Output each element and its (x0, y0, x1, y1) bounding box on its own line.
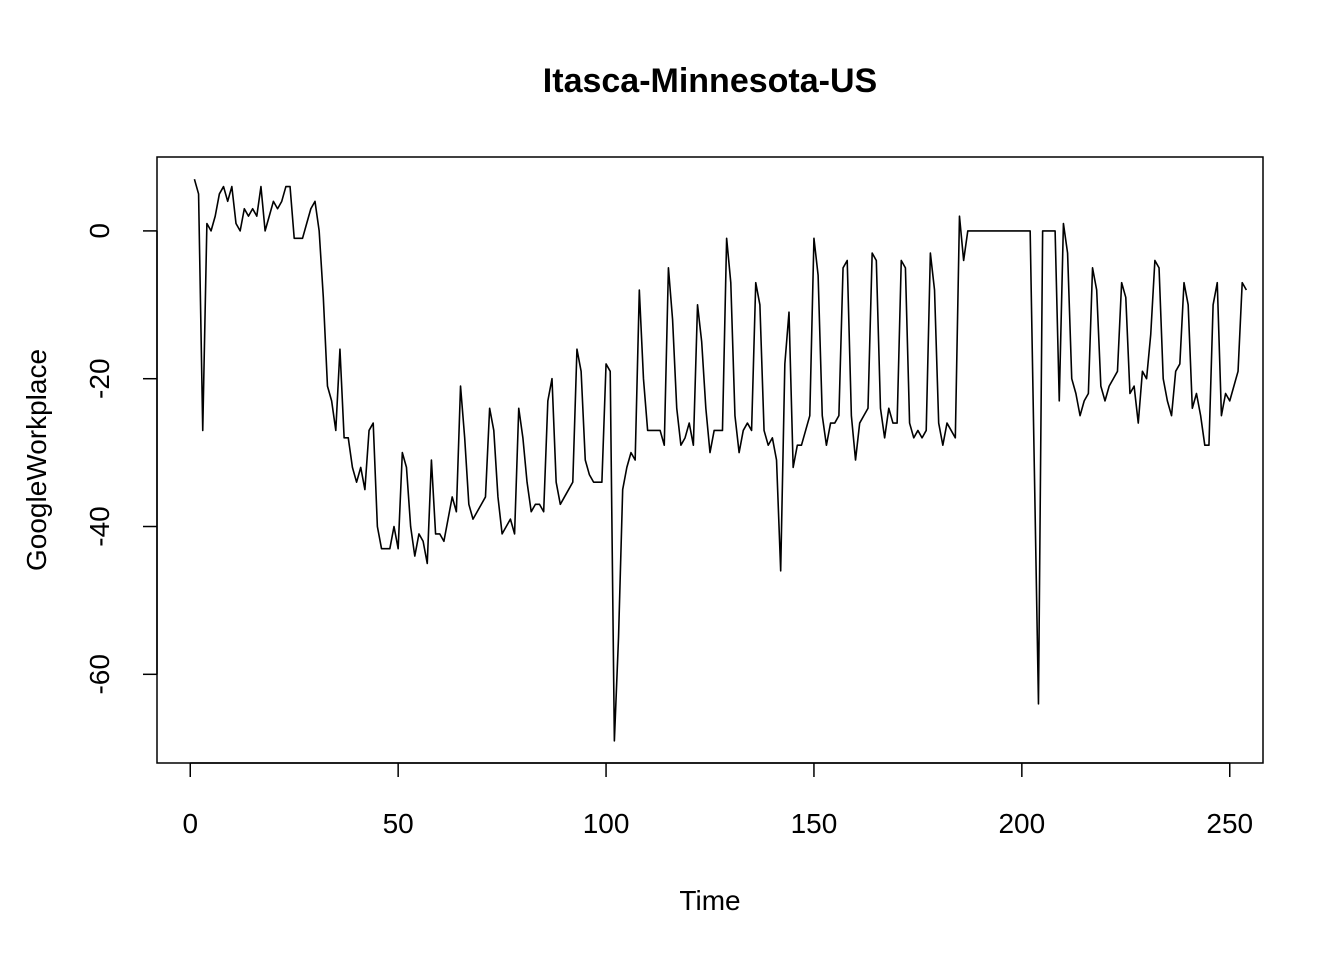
series-line (193, 178, 1248, 742)
x-tick-label: 250 (1206, 808, 1253, 839)
x-axis-label: Time (679, 885, 740, 916)
y-tick-label: -20 (84, 358, 115, 398)
y-axis: -60 -40 -20 0 (84, 223, 158, 695)
x-tick-label: 150 (791, 808, 838, 839)
y-axis-label: GoogleWorkplace (21, 349, 52, 571)
x-tick-label: 50 (383, 808, 414, 839)
y-tick-label: 0 (84, 223, 115, 239)
plot-frame (156, 156, 1264, 764)
x-axis: 0 50 100 150 200 250 (182, 762, 1253, 839)
y-tick-label: -60 (84, 654, 115, 694)
y-tick-label: -40 (84, 506, 115, 546)
x-tick-label: 0 (182, 808, 198, 839)
x-tick-label: 100 (583, 808, 630, 839)
chart-title: Itasca-Minnesota-US (543, 62, 877, 100)
x-tick-label: 200 (998, 808, 1045, 839)
